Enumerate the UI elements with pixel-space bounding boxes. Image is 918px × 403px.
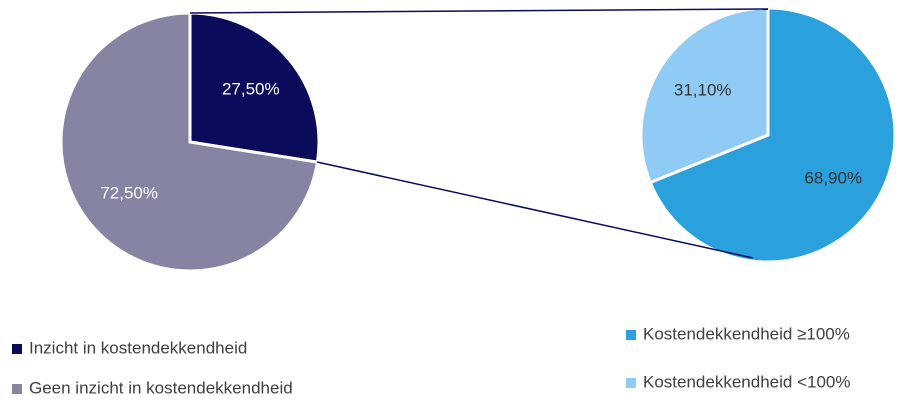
data-label: 72,50% (100, 183, 158, 202)
data-label: 31,10% (674, 80, 732, 99)
pie-slice (639, 6, 770, 185)
legend-label: Geen inzicht in kostendekkendheid (29, 378, 293, 397)
legend-label: Kostendekkendheid ≥100% (643, 324, 850, 343)
legend-marker (12, 384, 22, 394)
legend-label: Inzicht in kostendekkendheid (29, 338, 247, 357)
legend-marker (626, 378, 636, 388)
pie-slice (648, 6, 897, 264)
data-label: 27,50% (222, 80, 280, 99)
data-label: 68,90% (804, 169, 862, 188)
connector-line (189, 8, 769, 14)
pie-slice (59, 11, 320, 273)
legend-marker (626, 330, 636, 340)
connector-line (316, 161, 754, 259)
pie-slice (188, 11, 321, 164)
legend-marker (12, 344, 22, 354)
legend-label: Kostendekkendheid <100% (643, 372, 850, 391)
